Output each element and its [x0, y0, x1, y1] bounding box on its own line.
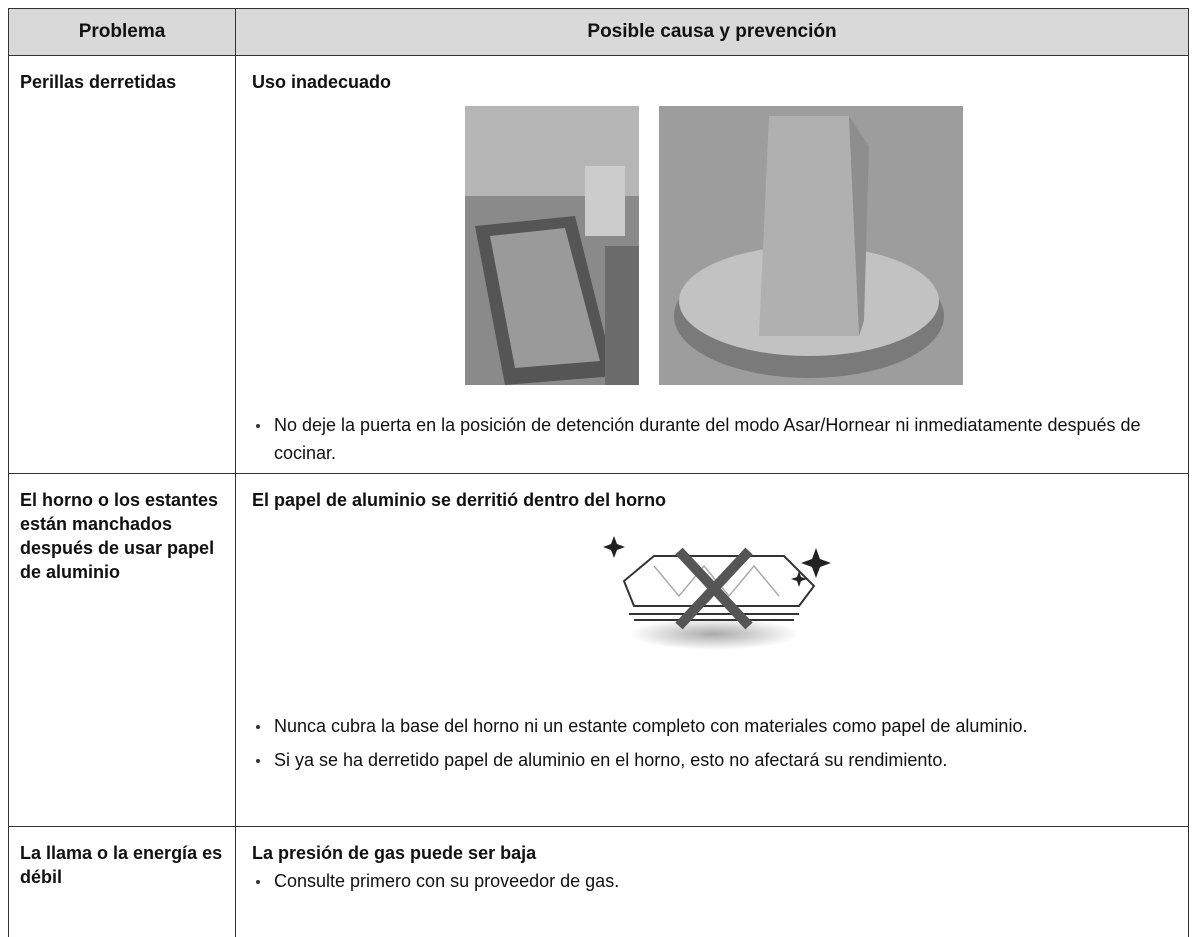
bullet: No deje la puerta en la posición de dete…	[256, 411, 1176, 467]
photo-melted-knob	[659, 106, 963, 385]
problem: Perillas derretidas	[8, 55, 236, 474]
bullet-list: Consulte primero con su proveedor de gas…	[252, 867, 1176, 895]
problem: El horno o los estantes están manchados …	[8, 473, 236, 827]
cause-cell: El papel de aluminio se derritió dentro …	[235, 473, 1189, 827]
header-cell: Problema	[8, 8, 236, 56]
bullet: Consulte primero con su proveedor de gas…	[256, 867, 1176, 895]
photo-oven-door	[465, 106, 639, 385]
cause-cell: Uso inadecuado No deje la puerta en la p…	[235, 55, 1189, 474]
photos	[252, 106, 1176, 385]
foil-rack-icon	[603, 536, 831, 650]
cause: El papel de aluminio se derritió dentro …	[252, 490, 667, 510]
bullet: Si ya se ha derretido papel de aluminio …	[256, 746, 1176, 774]
problem: La llama o la energía es débil	[8, 826, 236, 937]
header-cell: Posible causa y prevención	[235, 8, 1189, 56]
cause: La presión de gas puede ser baja	[252, 843, 537, 863]
bullet: Nunca cubra la base del horno ni un esta…	[256, 712, 1176, 740]
cause: Uso inadecuado	[252, 72, 392, 92]
bullet-list: Nunca cubra la base del horno ni un esta…	[252, 712, 1176, 774]
cause-cell: La presión de gas puede ser baja Consult…	[235, 826, 1189, 937]
bullet-list: No deje la puerta en la posición de dete…	[252, 411, 1176, 467]
troubleshooting-table: Problema Posible causa y prevención Peri…	[8, 8, 1189, 937]
illustration	[252, 526, 1176, 652]
